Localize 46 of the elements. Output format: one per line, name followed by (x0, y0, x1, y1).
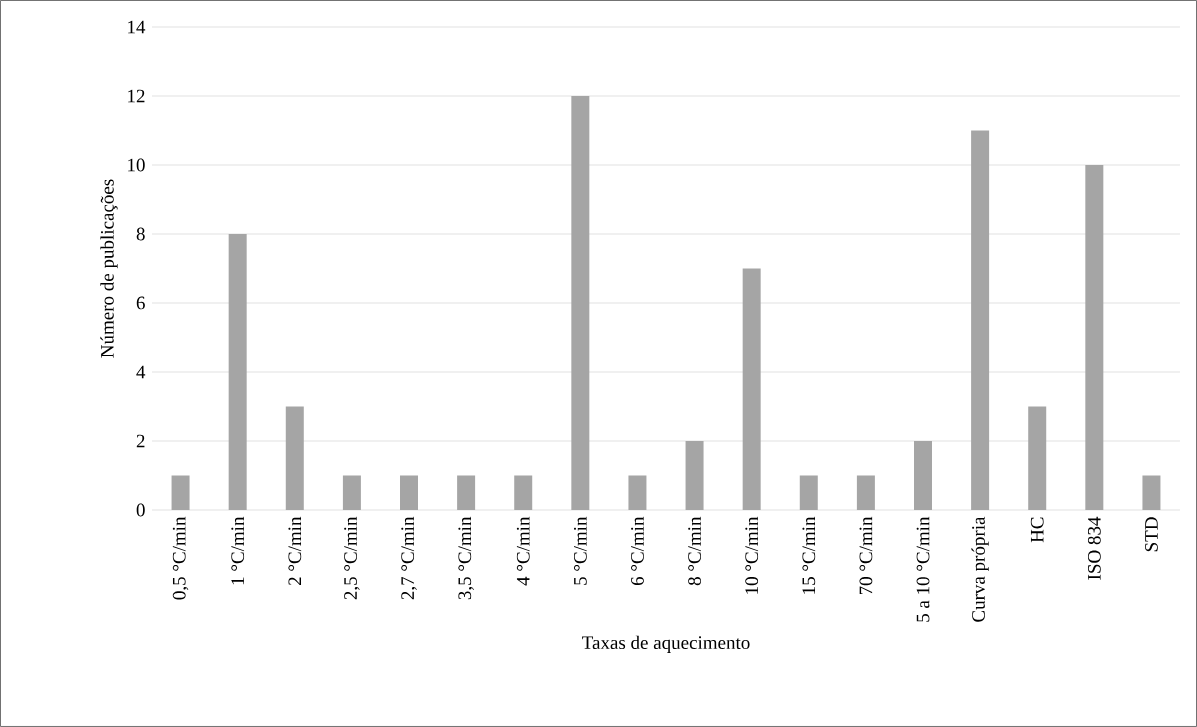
bar (914, 440, 932, 510)
x-tick-label: 70 °C/min (859, 516, 873, 595)
bar (400, 475, 418, 510)
y-tick-label: 2 (136, 434, 145, 448)
x-tick-label: Curva própria (971, 516, 989, 622)
x-tick-label: 15 °C/min (802, 516, 816, 594)
y-tick-label: 10 (128, 158, 145, 172)
bar (742, 268, 761, 510)
y-tick-label: 6 (136, 296, 145, 310)
bar (285, 406, 304, 510)
x-tick-label: 6 °C/min (631, 516, 644, 586)
y-tick-label: 8 (136, 227, 145, 241)
x-tick-label: 10 °C/min (745, 516, 759, 594)
bar (628, 475, 647, 510)
bar (856, 475, 875, 510)
bar (1028, 406, 1047, 510)
x-tick-label: STD (1145, 517, 1158, 552)
x-tick-label: HC (1030, 517, 1044, 543)
bar (571, 95, 590, 510)
bar (228, 233, 247, 510)
x-tick-label: ISO 834 (1087, 516, 1101, 580)
bar (971, 130, 990, 510)
bar (685, 440, 704, 510)
y-tick-label: 0 (136, 503, 145, 517)
bar (1142, 475, 1161, 510)
x-tick-label: 2 °C/min (288, 516, 302, 586)
bar (799, 475, 818, 510)
x-tick-label: 2,5 °C/min (344, 516, 360, 600)
bar (1085, 164, 1104, 510)
y-tick-label: 4 (136, 365, 146, 379)
x-axis-title: Taxas de aquecimento (582, 635, 750, 653)
x-tick-label: 3,5 °C/min (458, 516, 474, 600)
bar (342, 475, 361, 510)
x-tick-label: 1 °C/min (231, 516, 245, 585)
bar (171, 475, 190, 510)
x-tick-label: 5 °C/min (573, 516, 587, 585)
y-axis-title: Número de publicações (100, 179, 118, 358)
x-tick-label: 0,5 °C/min (172, 516, 189, 600)
x-tick-label: 2,7 °C/min (401, 516, 417, 600)
bar (514, 475, 533, 510)
y-tick-label: 12 (128, 89, 145, 103)
bar (457, 475, 476, 510)
y-tick-label: 14 (128, 20, 146, 34)
x-tick-label: 4 °C/min (516, 516, 530, 586)
x-tick-label: 8 °C/min (688, 516, 701, 586)
x-tick-label: 5 a 10 °C/min (916, 516, 930, 622)
